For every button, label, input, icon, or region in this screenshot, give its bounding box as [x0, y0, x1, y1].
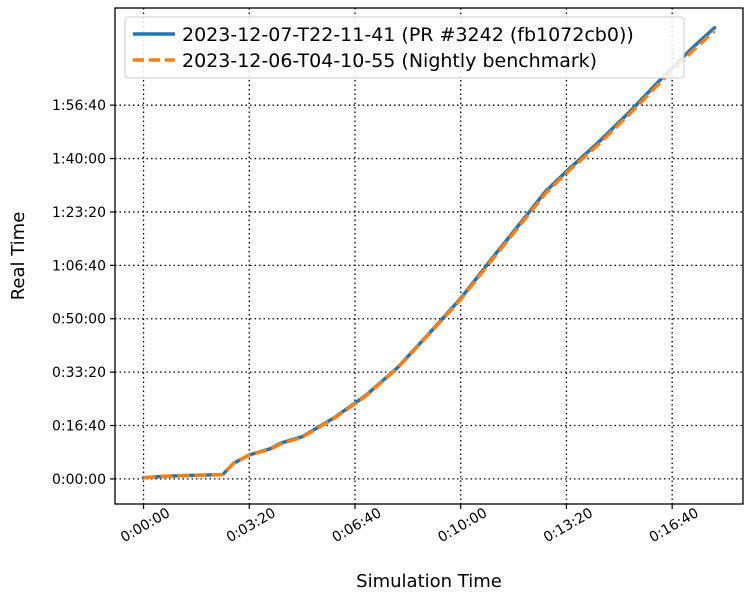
legend-box — [124, 16, 685, 79]
legend-label-0: 2023-12-07-T22-11-41 (PR #3242 (fb1072cb… — [182, 24, 634, 46]
series-line-0 — [141, 26, 717, 480]
grid — [115, 8, 743, 504]
series-line-1 — [143, 29, 716, 480]
legend: 2023-12-07-T22-11-41 (PR #3242 (fb1072cb… — [124, 16, 685, 79]
x-tick-label: 0:13:20 — [541, 505, 596, 546]
series-layer — [141, 26, 717, 480]
y-tick-label: 0:16:40 — [52, 419, 106, 435]
x-tick-label: 0:00:00 — [118, 505, 173, 546]
y-tick-label: 0:33:20 — [52, 365, 106, 381]
x-tick-label: 0:16:40 — [647, 505, 702, 546]
legend-label-1: 2023-12-06-T04-10-55 (Nightly benchmark) — [182, 50, 597, 72]
y-tick-label: 1:06:40 — [52, 258, 106, 274]
y-tick-label: 1:40:00 — [52, 152, 106, 168]
axes-frame — [114, 7, 744, 505]
y-tick-label: 0:00:00 — [52, 472, 106, 488]
x-axis-label: Simulation Time — [356, 571, 502, 592]
y-tick-label: 1:23:20 — [52, 205, 106, 221]
x-tick-label: 0:06:40 — [330, 505, 385, 546]
x-tick-label: 0:10:00 — [435, 505, 490, 546]
y-tick-label: 1:56:40 — [52, 98, 106, 114]
x-tick-label: 0:03:20 — [224, 505, 279, 546]
y-tick-label: 0:50:00 — [52, 312, 106, 328]
y-axis-label: Real Time — [8, 212, 29, 301]
